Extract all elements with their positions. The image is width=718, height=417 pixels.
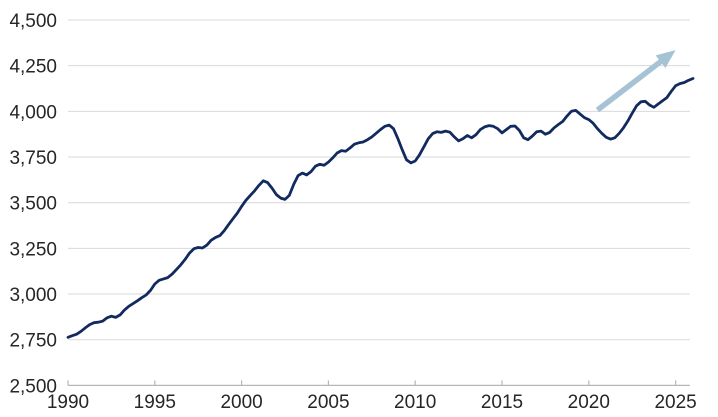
x-tick-label: 2025 (654, 392, 696, 413)
gridlines (68, 19, 690, 341)
y-axis-labels: 2,500 2,750 3,000 3,250 3,500 3,750 4,000 4,250… (9, 11, 57, 397)
trend-arrow-shaft (595, 58, 664, 113)
x-tick-label: 1990 (47, 392, 89, 413)
x-axis-labels: 1990 1995 2000 2005 2010 2015 2020 2025 (47, 392, 697, 413)
x-tick-label: 1995 (134, 392, 176, 413)
y-tick-label: 3,000 (9, 285, 57, 306)
y-tick-label: 4,250 (9, 57, 57, 78)
y-tick-label: 3,750 (9, 148, 57, 169)
x-tick-label: 2005 (307, 392, 349, 413)
x-tick-label: 2015 (481, 392, 523, 413)
y-tick-label: 3,250 (9, 239, 57, 260)
data-series-line (66, 77, 695, 339)
y-tick-label: 2,750 (9, 331, 57, 352)
x-tick-label: 2020 (568, 392, 610, 413)
x-tick-label: 2000 (220, 392, 262, 413)
trend-arrow-head (655, 50, 676, 69)
y-tick-label: 2,500 (9, 376, 57, 397)
y-tick-label: 3,500 (9, 194, 57, 215)
y-tick-label: 4,500 (9, 11, 57, 32)
x-tick-label: 2010 (394, 392, 436, 413)
x-axis (67, 380, 690, 386)
y-tick-label: 4,000 (9, 102, 57, 123)
trend-arrow (595, 50, 676, 113)
